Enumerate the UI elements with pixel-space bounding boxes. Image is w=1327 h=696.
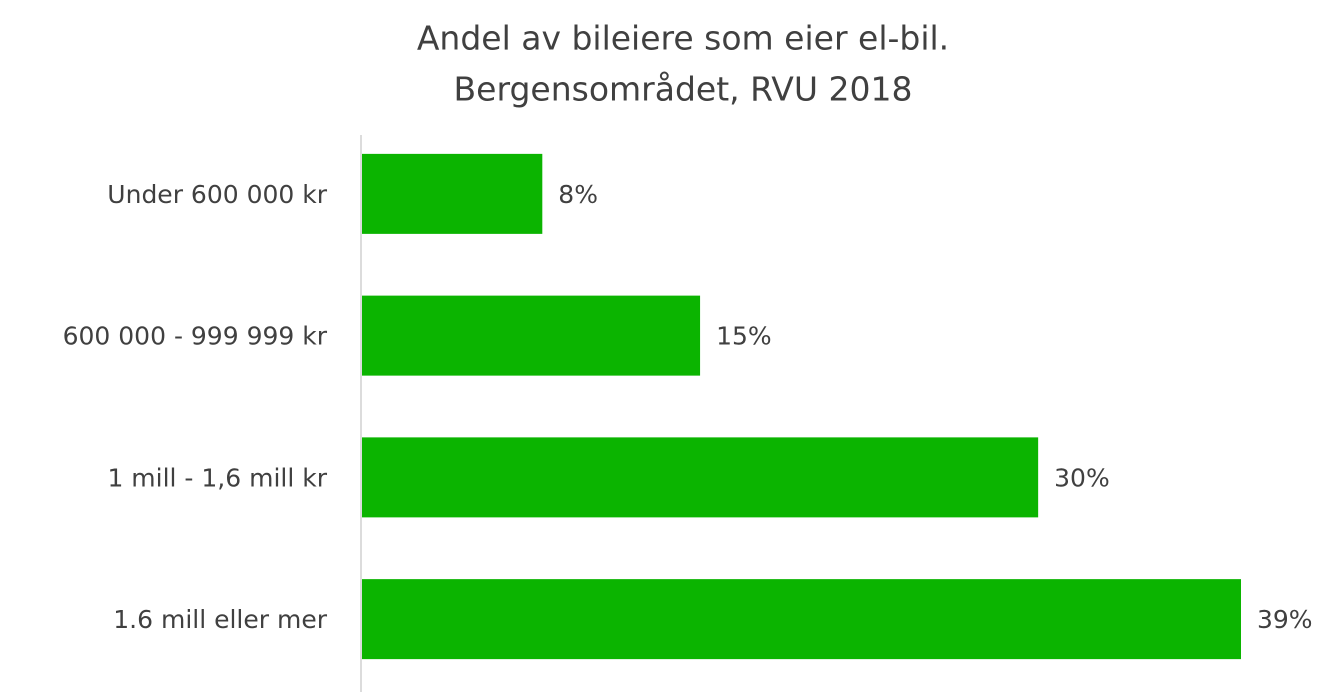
data-label: 30% [1054, 463, 1110, 492]
chart-title: Andel av bileiere som eier el-bil. [417, 19, 949, 58]
y-tick-label: 600 000 - 999 999 kr [63, 322, 328, 351]
data-label: 39% [1257, 605, 1313, 634]
bar [362, 295, 701, 376]
y-tick-label: 1 mill - 1,6 mill kr [107, 463, 327, 492]
y-tick-label: Under 600 000 kr [107, 180, 327, 209]
y-tick-label: 1.6 mill eller mer [113, 605, 327, 634]
chart-subtitle: Bergensområdet, RVU 2018 [454, 70, 913, 109]
data-label: 8% [558, 180, 598, 209]
bar [362, 437, 1039, 518]
bar [362, 153, 543, 234]
bar [362, 579, 1241, 660]
data-label: 15% [716, 322, 772, 351]
